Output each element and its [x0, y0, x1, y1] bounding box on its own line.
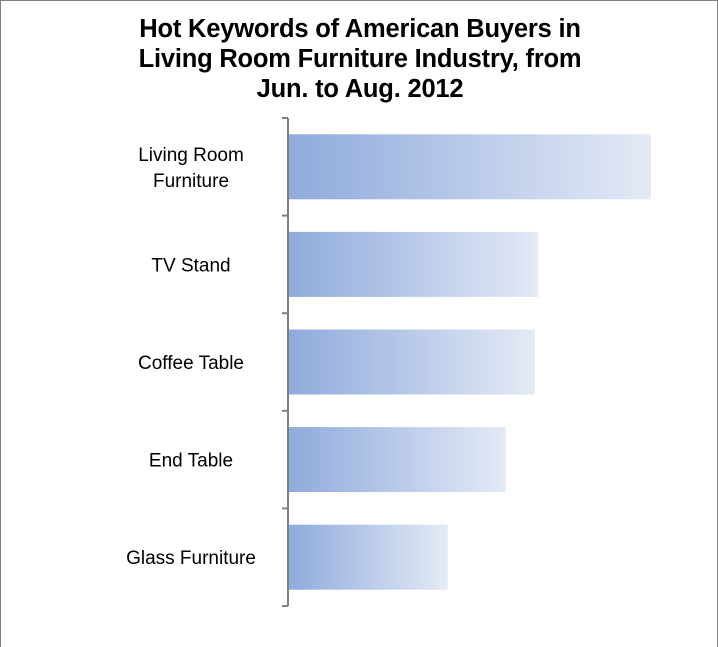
category-label-living-room-furniture: Living Room Furniture: [138, 145, 244, 192]
chart-title-line-3: Jun. to Aug. 2012: [256, 75, 464, 103]
bar-glass-furniture: [288, 524, 448, 590]
frame-left-edge: [0, 0, 1, 647]
bar-living-room-furniture: [288, 134, 651, 200]
chart-title-line-2: Living Room Furniture Industry, from: [138, 45, 582, 73]
category-label-end-table: End Table: [149, 451, 233, 472]
category-label-tv-stand: TV Stand: [151, 255, 230, 276]
frame-top-edge: [0, 0, 718, 1]
chart-title-line-1: Hot Keywords of American Buyers in: [139, 15, 581, 43]
chart-title: Hot Keywords of American Buyers in Livin…: [100, 14, 620, 104]
bar-series: [288, 134, 651, 590]
category-label-glass-furniture: Glass Furniture: [126, 548, 256, 569]
category-label-coffee-table: Coffee Table: [138, 353, 244, 374]
category-axis: [282, 117, 289, 607]
bar-end-table: [288, 427, 506, 493]
bar-coffee-table: [288, 329, 535, 395]
bar-tv-stand: [288, 231, 539, 297]
category-labels: Living Room Furniture TV Stand Coffee Table…: [126, 145, 256, 569]
